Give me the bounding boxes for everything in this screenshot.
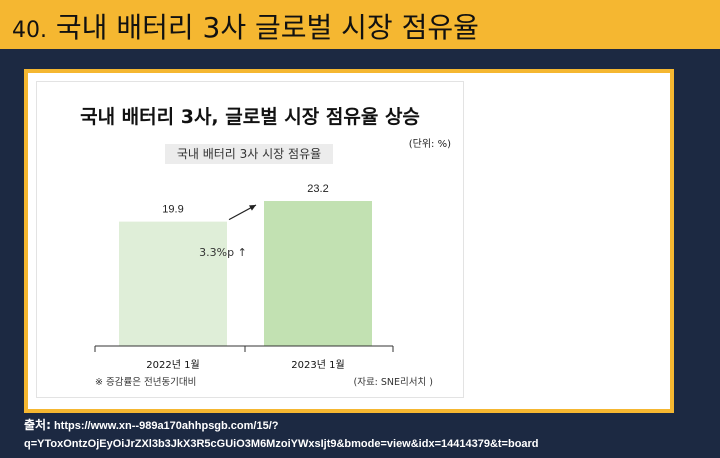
data-label-0: 19.9 [162, 204, 183, 216]
source-citation: 출처: https://www.xn--989a170ahhpsgb.com/1… [24, 416, 714, 453]
change-annotation: 3.3%p ↑ [199, 246, 247, 259]
chart-plot: 19.9 2022년 1월 23.2 2023년 1월 3.3%p ↑ [94, 183, 394, 371]
change-arrow-head [249, 205, 256, 211]
chart-card: 국내 배터리 3사, 글로벌 시장 점유율 상승 (단위: %) 국내 배터리 … [36, 81, 464, 398]
chart-footnote: ※ 증감률은 전년동기대비 [95, 377, 197, 388]
bar-0 [119, 221, 227, 346]
data-label-1: 23.2 [307, 183, 328, 195]
source-label: 출처: [24, 418, 51, 432]
chart-frame: 국내 배터리 3사, 글로벌 시장 점유율 상승 (단위: %) 국내 배터리 … [24, 69, 674, 413]
chart-source-note: (자료: SNE리서치 ) [353, 377, 434, 388]
category-label-0: 2022년 1월 [146, 359, 199, 371]
source-url: https://www.xn--989a170ahhpsgb.com/15/?q… [24, 420, 539, 450]
chart-title: 국내 배터리 3사, 글로벌 시장 점유율 상승 [80, 106, 420, 128]
bar-1 [264, 201, 372, 346]
slide-number: 40. [12, 18, 47, 43]
slide-header: 40. 국내 배터리 3사 글로벌 시장 점유율 [0, 0, 720, 49]
chart-unit: (단위: %) [408, 139, 451, 150]
slide-title-text: 국내 배터리 3사 글로벌 시장 점유율 [55, 11, 479, 44]
slide-title: 40. 국내 배터리 3사 글로벌 시장 점유율 [12, 6, 479, 46]
chart-subtitle: 국내 배터리 3사 시장 점유율 [165, 144, 333, 164]
category-label-1: 2023년 1월 [291, 359, 344, 371]
